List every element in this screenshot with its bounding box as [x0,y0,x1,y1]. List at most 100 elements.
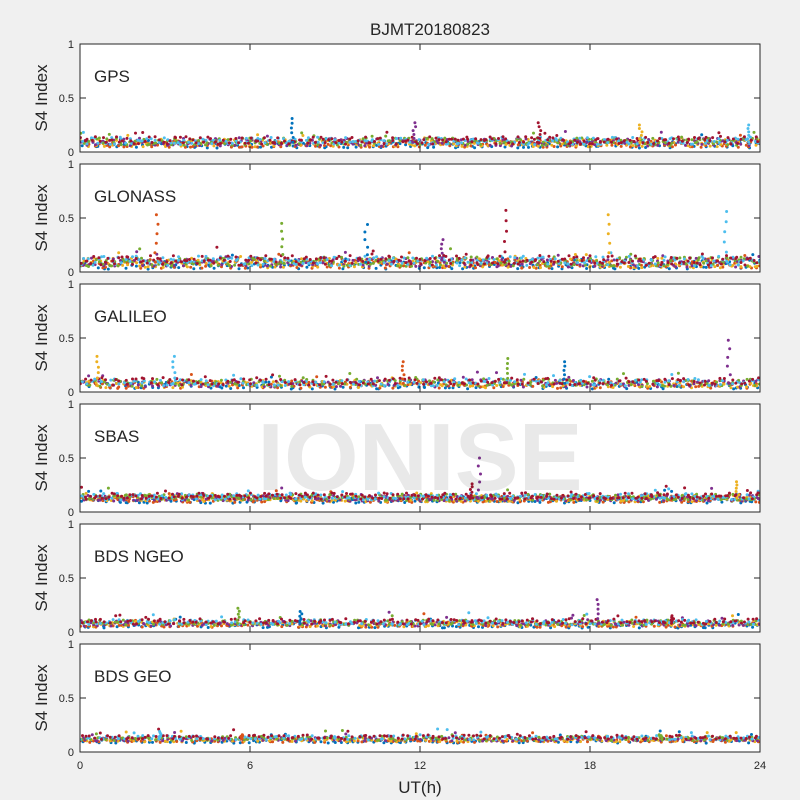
data-point [406,383,410,387]
data-point [444,140,448,144]
data-point [732,387,736,391]
data-point [243,266,247,270]
data-point [137,258,141,262]
data-point [601,255,605,259]
data-point [224,384,228,388]
data-point [230,141,234,145]
data-point [132,498,136,502]
data-point [741,259,745,263]
data-point [524,135,528,139]
axes-frame [79,283,761,393]
data-point [436,259,439,263]
data-point [126,263,130,267]
data-point [142,377,146,381]
data-point [558,381,562,385]
data-point [197,254,200,258]
data-point [651,379,655,383]
data-points [80,117,760,150]
data-point [746,127,750,130]
data-point [578,263,582,267]
y-tick-label: 1 [68,159,74,171]
data-point [506,371,509,375]
data-point [221,383,225,386]
data-point [366,261,370,265]
data-point [115,135,118,139]
data-point [653,262,657,266]
data-point [464,252,468,256]
data-point [234,255,238,259]
data-point [295,501,299,505]
panel-label: GLONASS [94,187,176,206]
data-point [582,142,586,146]
data-point [118,500,122,504]
data-point [748,256,752,260]
data-point [117,385,121,389]
data-point [672,137,675,141]
data-point [82,141,86,145]
data-point [476,141,480,145]
data-point [85,137,89,141]
data-point [368,500,372,504]
data-point [627,254,631,258]
data-point [476,382,480,386]
data-point [497,377,501,381]
data-point [174,136,177,140]
data-point [685,141,689,145]
data-point [413,378,417,382]
data-point [187,381,191,385]
data-point [227,384,231,388]
data-points [80,208,760,271]
data-point [479,261,483,265]
data-point [663,384,666,388]
data-point [626,265,630,268]
data-point [352,382,355,386]
data-point [539,129,543,133]
data-point [246,141,250,145]
data-point [461,267,465,271]
data-point [436,381,440,385]
data-point [721,265,725,269]
data-point [736,142,740,145]
data-point [316,135,320,139]
data-point [516,146,520,150]
data-point [135,499,139,502]
data-point [321,137,325,141]
data-point [567,375,571,379]
data-point [390,499,394,503]
data-point [220,386,224,390]
data-point [425,256,429,260]
data-point [627,142,631,146]
data-point [306,141,310,145]
data-point [136,383,140,387]
data-point [149,254,152,258]
data-point [585,136,589,140]
data-point [697,136,701,140]
axes-frame [79,43,761,153]
data-point [178,135,182,139]
data-point [596,137,600,141]
data-point [552,260,556,264]
data-point [452,382,456,386]
data-point [595,261,599,265]
data-point [307,380,311,384]
data-point [102,255,106,258]
data-point [696,380,699,384]
data-point [539,380,543,384]
data-point [607,251,611,255]
data-point [548,135,552,139]
data-point [131,262,134,266]
data-point [181,378,185,382]
data-point [664,138,668,142]
data-point [211,257,215,261]
data-point [541,255,545,259]
data-point [169,261,173,265]
y-axis-label: S4 Index [32,184,51,252]
data-point [96,266,100,270]
data-point [486,380,490,384]
data-point [365,257,369,261]
data-point [431,254,434,258]
data-point [259,263,262,267]
data-point [400,261,404,265]
data-point [277,252,281,256]
data-point [114,378,118,381]
